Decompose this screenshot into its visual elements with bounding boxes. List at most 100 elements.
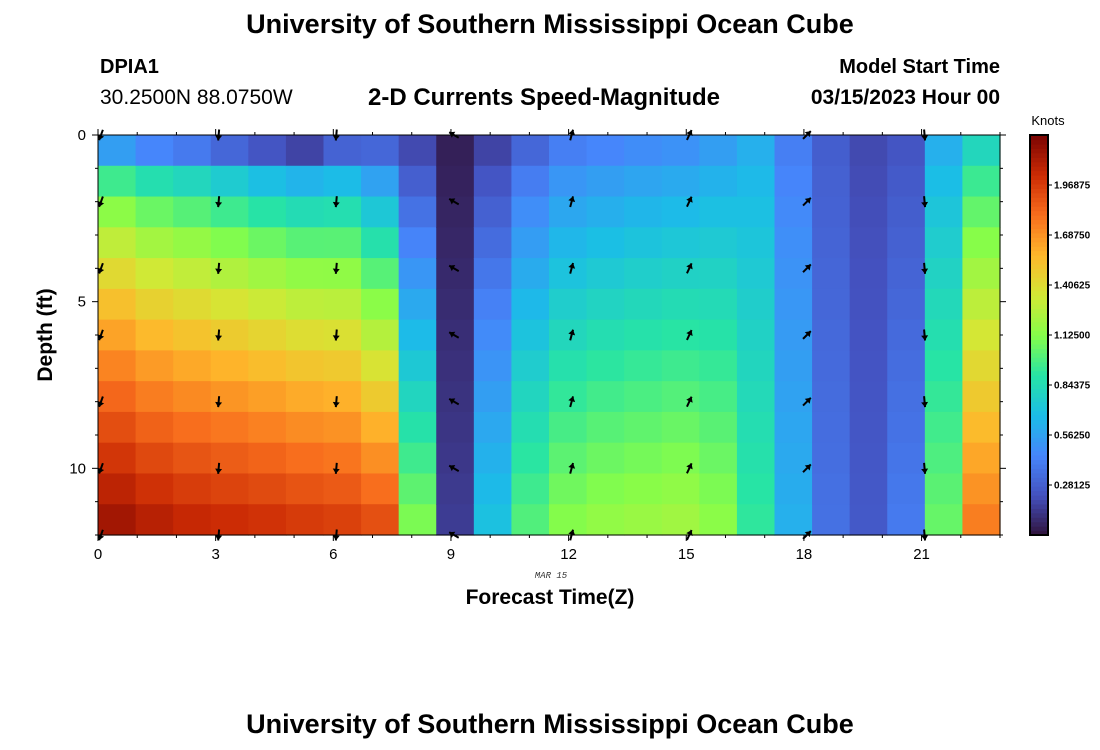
current-vector-arrow [97,329,105,341]
heatmap-cell [661,288,700,321]
current-vector-arrow [215,262,223,274]
station-id: DPIA1 [100,56,159,78]
current-vector-arrow [921,462,929,474]
heatmap-cell [849,473,888,505]
colorbar-tick-label: 1.12500 [1054,331,1091,342]
colorbar-segment [1030,383,1048,389]
colorbar-tick-label: 1.68750 [1054,231,1091,242]
colorbar-segment [1030,188,1048,194]
colorbar-segment [1030,277,1048,283]
heatmap-cell [473,258,513,290]
heatmap-cell [98,411,137,444]
heatmap-cell [436,504,475,536]
heatmap-cell [962,319,1001,351]
heatmap-cell [210,319,249,351]
x-axis-label: Forecast Time(Z) [466,586,635,609]
heatmap-cell [511,196,550,228]
heatmap-cell [849,319,888,351]
heatmap-cell [173,227,212,259]
colorbar-segment [1030,246,1048,252]
colorbar-segment [1030,303,1048,309]
heatmap-cell [511,319,550,351]
heatmap-cell [887,196,926,228]
heatmap-cell [549,411,588,444]
colorbar-segment [1030,152,1048,158]
colorbar-segment [1030,348,1048,354]
current-vector-arrow [921,196,929,208]
heatmap-cell [774,227,813,259]
colorbar-segment [1030,250,1048,256]
heatmap-cell [962,504,1001,536]
heatmap-cell [849,442,888,475]
heatmap-cell [661,165,700,198]
heatmap-cell [248,196,287,228]
page-title: University of Southern Mississippi Ocean… [246,9,854,39]
colorbar-segment [1030,335,1048,341]
heatmap-cell [210,504,249,536]
heatmap-cell [812,473,851,505]
current-vector-arrow [802,263,812,273]
heatmap-cell [248,258,287,290]
heatmap-cell [210,288,249,321]
heatmap-cell [98,442,137,475]
current-vector-arrow [921,396,929,408]
heatmap-cell [398,350,437,382]
colorbar-segment [1030,268,1048,274]
heatmap-cell [661,442,700,475]
colorbar-segment [1030,197,1048,203]
colorbar-segment [1030,503,1048,509]
heatmap-cell [135,288,174,321]
heatmap-cell [887,258,926,290]
heatmap-cell [812,165,851,198]
colorbar-segment [1030,148,1048,154]
heatmap-cell [323,504,362,536]
colorbar-segment [1030,232,1048,238]
colorbar-segment [1030,299,1048,305]
heatmap-cell [361,411,400,444]
current-vector-arrow [921,262,929,274]
heatmap-cell [210,227,249,259]
heatmap-cell [248,411,287,444]
colorbar-segment [1030,495,1048,501]
heatmap-cell [285,381,325,413]
heatmap-cell [473,473,513,505]
current-vector-arrow [332,462,340,474]
heatmap-cell [248,165,287,198]
x-tick-label: 12 [560,546,577,563]
colorbar-segment [1030,255,1048,261]
heatmap-cell [924,288,964,321]
colorbar-tick-label: 0.84375 [1054,381,1091,392]
heatmap-cell [323,196,362,228]
heatmap-cell [661,381,700,413]
heatmap-cell [323,473,362,505]
heatmap-cell [849,504,888,536]
heatmap-cell [774,504,813,536]
heatmap-cell [473,350,513,382]
heatmap-cell [962,196,1001,228]
heatmap-cell [285,411,325,444]
heatmap-cell [887,350,926,382]
colorbar-tick-label: 1.96875 [1054,181,1091,192]
heatmap-cell [849,288,888,321]
heatmap-cell [398,227,437,259]
heatmap-cells [98,135,1001,536]
heatmap-cell [661,473,700,505]
colorbar-segment [1030,281,1048,287]
heatmap-cell [962,411,1001,444]
heatmap-cell [248,319,287,351]
heatmap-cell [736,319,776,351]
heatmap-cell [924,227,964,259]
colorbar-segment [1030,526,1048,532]
heatmap-cell [586,350,625,382]
current-vector-arrow [802,330,812,340]
colorbar-segment [1030,175,1048,181]
heatmap-cell [135,135,174,167]
current-vector-arrow [686,396,693,408]
heatmap-cell [511,442,550,475]
heatmap-cell [135,258,174,290]
model-start-label: Model Start Time [839,56,1000,78]
heatmap-cell [549,196,588,228]
heatmap-cell [699,504,738,536]
heatmap-cell [436,381,475,413]
